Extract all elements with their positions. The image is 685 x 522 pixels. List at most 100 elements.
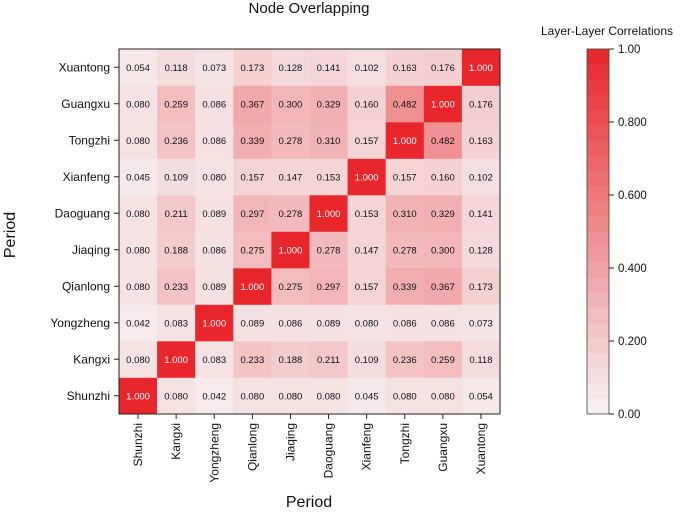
cell-value-label: 0.083 xyxy=(202,355,226,366)
cell-value-label: 1.000 xyxy=(279,245,303,256)
cell-value-label: 0.297 xyxy=(317,282,341,293)
cell-value-label: 0.080 xyxy=(126,245,150,256)
colorbar-segment xyxy=(587,322,609,339)
x-tick-label: Xuantong xyxy=(474,423,488,474)
heatmap-cell xyxy=(233,49,272,86)
heatmap-cell xyxy=(157,304,196,342)
cell-value-label: 0.160 xyxy=(431,172,455,183)
cell-value-label: 0.278 xyxy=(279,209,303,220)
cell-value-label: 1.000 xyxy=(164,355,188,366)
heatmap-cell xyxy=(157,158,196,196)
heatmap-cell xyxy=(119,268,158,305)
cell-value-label: 0.188 xyxy=(279,355,303,366)
heatmap-cell xyxy=(423,195,463,232)
y-axis-label: Period xyxy=(2,212,19,258)
heatmap-cell xyxy=(423,304,463,342)
plot-frame xyxy=(118,48,501,415)
heatmap-cell xyxy=(423,158,463,196)
cell-value-label: 0.297 xyxy=(240,209,264,220)
heatmap-cell xyxy=(347,49,386,86)
heatmap-cell xyxy=(385,195,425,232)
cell-value-label: 0.163 xyxy=(469,136,493,147)
heatmap-cell xyxy=(385,49,425,86)
cell-value-label: 0.259 xyxy=(431,355,455,366)
heatmap-cell xyxy=(461,122,501,159)
y-tick-label: Jiaqing xyxy=(72,243,110,257)
heatmap-cell xyxy=(461,231,501,269)
heatmap-cell xyxy=(119,122,158,159)
heatmap-cell xyxy=(385,231,425,269)
x-axis-label: Period xyxy=(286,494,332,511)
colorbar-tick-label: 0.400 xyxy=(618,263,647,275)
colorbar-segment xyxy=(587,307,609,324)
cell-value-label: 0.086 xyxy=(202,136,226,147)
colorbar-segment xyxy=(587,231,609,248)
cell-value-label: 0.045 xyxy=(355,391,379,402)
cell-value-label: 1.000 xyxy=(317,209,341,220)
cell-value-label: 0.080 xyxy=(317,391,341,402)
heatmap-cell xyxy=(347,268,386,305)
cell-value-label: 0.086 xyxy=(279,318,303,329)
colorbar-segment xyxy=(587,398,609,415)
cell-value-label: 0.211 xyxy=(317,355,340,366)
cell-value-label: 0.086 xyxy=(431,318,455,329)
cell-value-label: 0.080 xyxy=(355,318,379,329)
colorbar-title: Layer-Layer Correlations xyxy=(541,24,673,38)
cell-value-label: 0.233 xyxy=(240,355,264,366)
cell-value-label: 1.000 xyxy=(355,172,379,183)
heatmap-cell xyxy=(195,195,234,232)
heatmap-cell xyxy=(119,341,158,378)
y-tick-label: Qianlong xyxy=(62,279,110,293)
cell-value-label: 0.073 xyxy=(469,318,493,329)
cell-value-label: 0.278 xyxy=(393,245,417,256)
heatmap-cell xyxy=(347,85,386,123)
heatmap-cell xyxy=(271,158,310,196)
cell-value-label: 0.089 xyxy=(202,209,226,220)
cell-value-label: 0.128 xyxy=(279,63,303,74)
cell-value-label: 0.102 xyxy=(355,63,379,74)
heatmap-cell xyxy=(347,195,386,232)
heatmap-cell xyxy=(119,49,158,86)
cell-value-label: 0.153 xyxy=(355,209,379,220)
y-tick-label: Xianfeng xyxy=(63,170,110,184)
cell-value-label: 0.102 xyxy=(469,172,493,183)
colorbar-segment xyxy=(587,216,609,232)
x-tick-label: Kangxi xyxy=(169,423,183,460)
heatmap-cell xyxy=(347,122,386,159)
colorbar-segment xyxy=(587,140,609,156)
heatmap-cell xyxy=(233,268,272,305)
heatmap-cell xyxy=(385,85,425,123)
heatmap-cell xyxy=(195,304,234,342)
cell-value-label: 0.173 xyxy=(469,282,493,293)
cell-value-label: 0.080 xyxy=(126,355,150,366)
heatmap-cell xyxy=(157,85,196,123)
heatmap-cell xyxy=(461,158,501,196)
colorbar-segment xyxy=(587,261,609,278)
x-tick-label: Guangxu xyxy=(436,423,450,472)
cell-value-label: 0.211 xyxy=(165,209,188,220)
heatmap-cell xyxy=(309,49,348,86)
heatmap-cell xyxy=(423,377,463,415)
x-tick-label: Qianlong xyxy=(245,423,259,471)
cell-value-label: 0.118 xyxy=(469,355,492,366)
cell-value-label: 0.073 xyxy=(202,63,226,74)
colorbar-segment xyxy=(587,64,609,80)
cell-value-label: 0.147 xyxy=(279,172,303,183)
cell-value-label: 0.367 xyxy=(240,99,264,110)
y-tick-label: Kangxi xyxy=(73,352,110,366)
colorbar-segment xyxy=(587,353,609,369)
heatmap-cell xyxy=(271,231,310,269)
heatmap-cell xyxy=(195,231,234,269)
heatmap-cell xyxy=(157,122,196,159)
heatmap-cell xyxy=(461,49,501,86)
heatmap-cell xyxy=(195,268,234,305)
heatmap-cell xyxy=(309,122,348,159)
heatmap-cell xyxy=(271,341,310,378)
heatmap-cell xyxy=(423,268,463,305)
colorbar-segment xyxy=(587,170,609,187)
cell-value-label: 0.083 xyxy=(164,318,188,329)
colorbar-tick-label: 0.600 xyxy=(618,190,647,202)
heatmap-cell xyxy=(461,304,501,342)
heatmap-cell xyxy=(157,341,196,378)
cell-value-label: 0.173 xyxy=(240,63,264,74)
